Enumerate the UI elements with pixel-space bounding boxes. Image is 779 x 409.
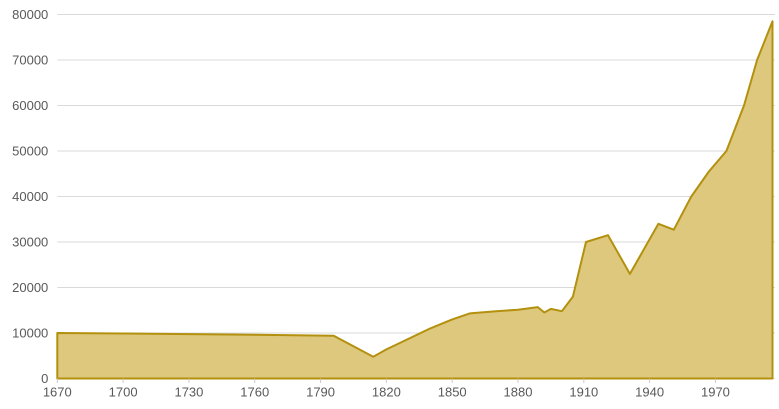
x-tick-label: 1700 (109, 385, 138, 400)
x-tick-label: 1670 (43, 385, 72, 400)
y-tick-label: 0 (41, 371, 48, 386)
y-tick-label: 50000 (12, 144, 48, 159)
x-tick-label: 1730 (174, 385, 203, 400)
y-tick-label: 80000 (12, 7, 48, 22)
x-tick-label: 1880 (504, 385, 533, 400)
x-tick-label: 1820 (372, 385, 401, 400)
x-tick-label: 1760 (240, 385, 269, 400)
x-tick-label: 1850 (438, 385, 467, 400)
x-tick-label: 1790 (306, 385, 335, 400)
x-tick-label: 1940 (635, 385, 664, 400)
area-series (56, 20, 774, 380)
y-tick-label: 70000 (12, 53, 48, 68)
y-tick-label: 10000 (12, 326, 48, 341)
y-tick-label: 60000 (12, 98, 48, 113)
y-tick-label: 20000 (12, 280, 48, 295)
x-tick-label: 1910 (569, 385, 598, 400)
y-tick-label: 40000 (12, 189, 48, 204)
y-tick-label: 30000 (12, 235, 48, 250)
x-tick-label: 1970 (701, 385, 730, 400)
